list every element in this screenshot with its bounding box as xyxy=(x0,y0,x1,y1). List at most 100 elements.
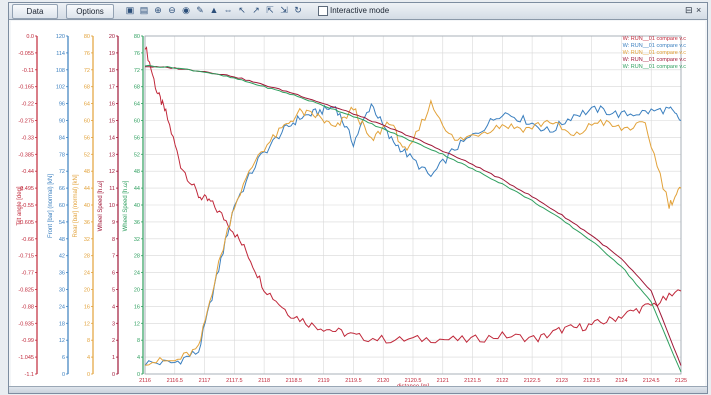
y-tick-label: 60 xyxy=(59,203,65,209)
y-tick-label: 19 xyxy=(109,51,115,57)
y-tick-label: 52 xyxy=(134,152,140,158)
y-tick-label: -0.22 xyxy=(21,102,34,108)
y-tick-label: 44 xyxy=(84,186,90,192)
y-tick-label: 54 xyxy=(59,220,65,226)
pointer-icon[interactable]: ▲ xyxy=(209,5,219,15)
horizontal-scrollbar[interactable] xyxy=(9,386,707,393)
cursor-icon[interactable]: ✎ xyxy=(196,5,204,15)
x-tick-label: 2119.5 xyxy=(345,378,361,384)
y-tick-label: 68 xyxy=(84,85,90,91)
y-tick-label: -0.88 xyxy=(21,304,34,310)
x-tick-label: 2120 xyxy=(377,378,389,384)
x-tick-label: 2121 xyxy=(437,378,449,384)
x-tick-label: 2122 xyxy=(496,378,508,384)
y-tick-label: 20 xyxy=(109,34,115,40)
y-tick-label: -1.1 xyxy=(25,372,34,378)
y-tick-label: 24 xyxy=(59,304,65,310)
y-tick-label: 4 xyxy=(112,304,115,310)
line-chart[interactable]: 0.0 -0.055 -0.11 -0.165 -0.22 -0.275 -0.33 -0.3… xyxy=(11,21,705,390)
y-tick-label: 60 xyxy=(84,119,90,125)
y-tick-label: 64 xyxy=(134,102,140,108)
y-tick-label: 60 xyxy=(134,119,140,125)
y-tick-label: 4 xyxy=(87,355,90,361)
x-tick-label: 2120.5 xyxy=(405,378,422,384)
x-tick-label: 2119 xyxy=(318,378,330,384)
eye-icon[interactable]: ◉ xyxy=(182,5,190,15)
y-tick-label: 1 xyxy=(112,355,115,361)
y-tick-label: 8 xyxy=(87,338,90,344)
y-tick-label: 14 xyxy=(109,135,115,141)
y-tick-label: -0.385 xyxy=(18,152,34,158)
y-tick-label: 28 xyxy=(134,254,140,260)
close-icon[interactable]: × xyxy=(696,5,702,15)
x-tick-label: 2122.5 xyxy=(524,378,541,384)
zoom-out-icon[interactable]: ⊖ xyxy=(168,5,176,15)
series-line xyxy=(145,65,682,366)
y-tick-label: -0.055 xyxy=(18,51,34,57)
y-tick-label: -0.275 xyxy=(18,119,34,125)
y-tick-label: 12 xyxy=(59,338,65,344)
y-tick-label: 20 xyxy=(134,288,140,294)
y-tick-label: 24 xyxy=(134,271,140,277)
plot-area[interactable]: 0.0 -0.055 -0.11 -0.165 -0.22 -0.275 -0.33 -0.3… xyxy=(11,21,705,390)
toolbar-export-icon[interactable]: ▤ xyxy=(139,5,149,15)
x-tick-label: 2125 xyxy=(675,378,687,384)
x-tick-label: 2116.5 xyxy=(167,378,183,384)
y-tick-label: -0.825 xyxy=(18,288,34,294)
y-tick-label: -0.99 xyxy=(21,338,34,344)
y-axis-title: Wheel Speed [h.ω] xyxy=(123,180,129,231)
x-tick-label: 2118.5 xyxy=(286,378,302,384)
y-tick-label: 52 xyxy=(84,152,90,158)
y-tick-label: 72 xyxy=(84,68,90,74)
y-tick-label: 24 xyxy=(84,271,90,277)
data-tab[interactable]: Data xyxy=(12,4,58,19)
cursor-delete-icon[interactable]: ⇲ xyxy=(280,5,288,15)
cursor-right-icon[interactable]: ↗ xyxy=(252,5,260,15)
y-tick-label: 18 xyxy=(109,68,115,74)
y-tick-label: 12 xyxy=(84,321,90,327)
interactive-mode-checkbox[interactable] xyxy=(318,6,328,16)
y-tick-label: 40 xyxy=(134,203,140,209)
y-tick-label: -0.44 xyxy=(21,169,34,175)
y-tick-label: 48 xyxy=(59,237,65,243)
series-line xyxy=(144,46,682,344)
interactive-mode-label: Interactive mode xyxy=(330,6,390,15)
y-tick-label: -0.66 xyxy=(21,237,34,243)
cursor-reset-icon[interactable]: ⇱ xyxy=(266,5,274,15)
y-tick-label: 64 xyxy=(84,102,90,108)
y-tick-label: 0 xyxy=(137,372,140,378)
y-axis-title: Wheel Speed [h.ω] xyxy=(98,180,104,231)
y-tick-label: -0.715 xyxy=(18,254,34,260)
y-tick-label: 18 xyxy=(59,321,65,327)
cursor-left-icon[interactable]: ↖ xyxy=(238,5,246,15)
y-tick-label: 102 xyxy=(56,85,65,91)
pin-icon[interactable]: ⊟ xyxy=(685,5,693,15)
y-tick-label: 12 xyxy=(109,169,115,175)
y-tick-label: 68 xyxy=(134,85,140,91)
x-tick-label: 2117.5 xyxy=(226,378,242,384)
y-tick-label: 90 xyxy=(59,119,65,125)
cursor-pair-icon[interactable]: ⇔ xyxy=(223,5,233,15)
y-tick-label: 120 xyxy=(56,34,65,40)
y-tick-label: 42 xyxy=(59,254,65,260)
y-tick-label: 36 xyxy=(84,220,90,226)
y-tick-label: 72 xyxy=(59,169,65,175)
y-tick-label: 13 xyxy=(109,152,115,158)
plot-frame xyxy=(144,35,682,375)
y-tick-label: 12 xyxy=(134,321,140,327)
zoom-in-icon[interactable]: ⊕ xyxy=(154,5,162,15)
y-axis-title: Front [bar] (normal) [kN] xyxy=(48,174,54,238)
toolbar-copy-icon[interactable]: ▣ xyxy=(125,5,135,15)
options-tab[interactable]: Options xyxy=(66,4,114,19)
y-tick-label: 72 xyxy=(134,68,140,74)
series-line xyxy=(144,99,682,366)
y-tick-label: 0.0 xyxy=(26,34,34,40)
y-tick-label: 4 xyxy=(137,355,140,361)
refresh-icon[interactable]: ↻ xyxy=(294,5,302,15)
y-tick-label: -0.605 xyxy=(18,220,34,226)
y-tick-label: -0.11 xyxy=(22,68,34,74)
x-tick-label: 2116 xyxy=(139,378,151,384)
chart-window: Data Options ▣ ▤ ⊕ ⊖ ◉ ✎ ▲ ⇔ ↖ ↗ ⇱ ⇲ ↻ Interactive m… xyxy=(8,2,708,394)
y-tick-label: 36 xyxy=(59,271,65,277)
y-tick-label: 10 xyxy=(109,203,115,209)
